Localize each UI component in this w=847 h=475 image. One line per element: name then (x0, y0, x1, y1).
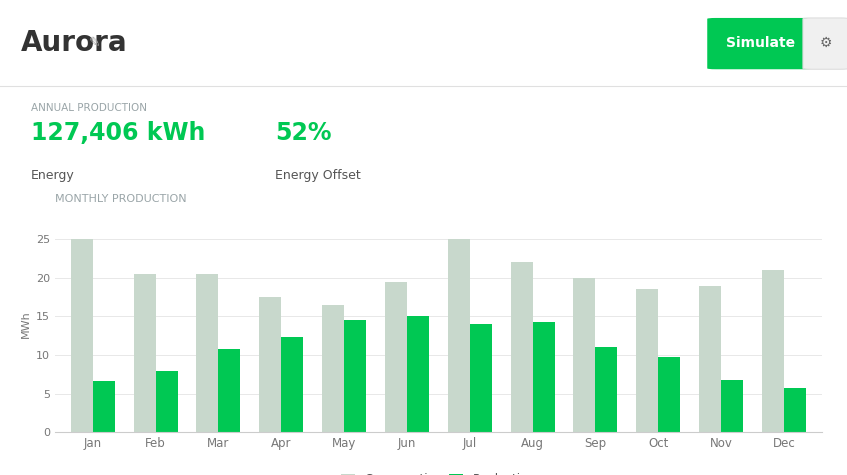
Text: Simulate: Simulate (726, 36, 794, 50)
Bar (93, 380, 114, 432)
Text: MONTHLY PRODUCTION: MONTHLY PRODUCTION (55, 194, 186, 204)
Bar (407, 316, 429, 432)
Bar (533, 322, 555, 432)
Bar (783, 388, 805, 432)
Bar (470, 324, 492, 432)
Text: 127,406 kWh: 127,406 kWh (30, 121, 205, 145)
Bar (385, 282, 407, 432)
Bar (573, 278, 595, 432)
Bar (259, 297, 281, 432)
Bar (281, 337, 303, 432)
FancyBboxPatch shape (803, 18, 847, 69)
Bar (344, 320, 366, 432)
Bar (448, 239, 470, 432)
Bar (699, 285, 721, 432)
Text: Energy: Energy (30, 169, 75, 182)
Text: ⚙: ⚙ (820, 36, 832, 50)
Y-axis label: MWh: MWh (20, 310, 30, 338)
Bar (156, 370, 178, 432)
Text: Energy Offset: Energy Offset (275, 169, 361, 182)
Bar (762, 270, 783, 432)
Text: ANNUAL PRODUCTION: ANNUAL PRODUCTION (30, 103, 147, 113)
Bar (721, 380, 743, 432)
Bar (636, 289, 658, 432)
Bar (134, 274, 156, 432)
Bar (595, 347, 617, 432)
Bar (219, 349, 241, 432)
Bar (658, 357, 680, 432)
Bar (511, 262, 533, 432)
Text: ✎: ✎ (89, 36, 101, 50)
Bar (71, 239, 93, 432)
Bar (197, 274, 219, 432)
Legend: Consumption, Production: Consumption, Production (336, 469, 540, 475)
Text: Aurora: Aurora (21, 29, 128, 57)
FancyBboxPatch shape (707, 18, 813, 69)
Bar (322, 305, 344, 432)
Text: 52%: 52% (275, 121, 331, 145)
